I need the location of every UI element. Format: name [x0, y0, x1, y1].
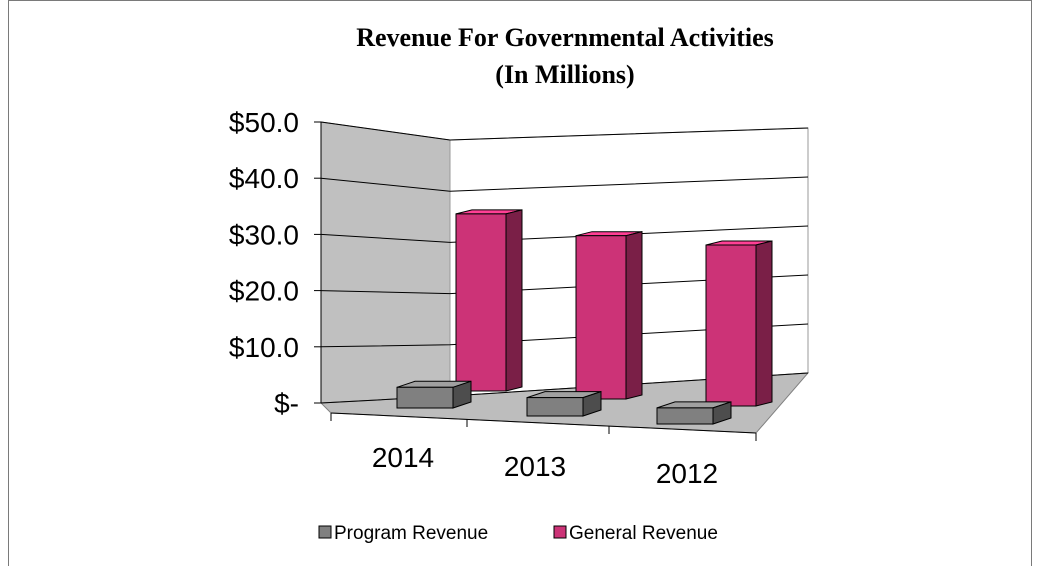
legend-swatch-program-revenue	[318, 525, 332, 539]
y-tick-label: $-	[274, 388, 299, 419]
bars	[396, 209, 773, 425]
y-tick-label: $10.0	[229, 332, 299, 363]
gridline	[320, 323, 809, 348]
bar-general-revenue-2013-side	[625, 231, 643, 400]
axes	[320, 122, 757, 434]
bar-program-revenue-2012	[656, 401, 732, 425]
gridline	[320, 225, 809, 243]
legend-label-program-revenue: Program Revenue	[334, 523, 488, 544]
bar-general-revenue-2012-side	[755, 240, 773, 407]
bar-general-revenue-2014	[455, 209, 523, 392]
bar-program-revenue-2014	[396, 380, 472, 409]
x-axis-ticks: 2014 2013 2012	[330, 413, 757, 489]
chart-frame: Revenue For Governmental Activities (In …	[8, 0, 1032, 566]
x-tick-label: 2013	[504, 451, 566, 482]
legend: Program Revenue General Revenue	[318, 523, 718, 544]
bar-program-revenue-2013-front	[526, 397, 584, 417]
gridline	[320, 176, 809, 192]
bar-general-revenue-2012-front	[705, 244, 757, 407]
bar-program-revenue-2014-front	[396, 386, 454, 409]
chart-subtitle: (In Millions)	[495, 60, 634, 89]
bar-general-revenue-2013-front	[575, 235, 627, 400]
legend-swatch-general-revenue	[553, 525, 567, 539]
y-tick-label: $20.0	[229, 276, 299, 307]
bar-general-revenue-2014-side	[505, 209, 523, 392]
x-tick-label: 2012	[656, 458, 718, 489]
x-axis-line	[330, 412, 757, 434]
bar-program-revenue-2012-front	[656, 407, 714, 425]
legend-label-general-revenue: General Revenue	[569, 523, 718, 544]
y-axis-ticks: $- $10.0 $20.0 $30.0 $40.0 $50.0	[229, 107, 299, 419]
y-tick-label: $30.0	[229, 219, 299, 250]
x-tick-label: 2014	[372, 442, 434, 473]
bar-general-revenue-2013	[575, 231, 643, 400]
y-tick-label: $50.0	[229, 107, 299, 138]
gridline	[320, 121, 809, 141]
y-tick-label: $40.0	[229, 163, 299, 194]
chart: Revenue For Governmental Activities (In …	[229, 23, 810, 544]
side-wall	[320, 121, 451, 404]
bar-general-revenue-2012	[705, 240, 773, 407]
bar-general-revenue-2014-front	[455, 213, 507, 392]
bar-program-revenue-2013	[526, 390, 602, 417]
gridline	[320, 274, 809, 295]
chart-title: Revenue For Governmental Activities	[356, 23, 774, 52]
